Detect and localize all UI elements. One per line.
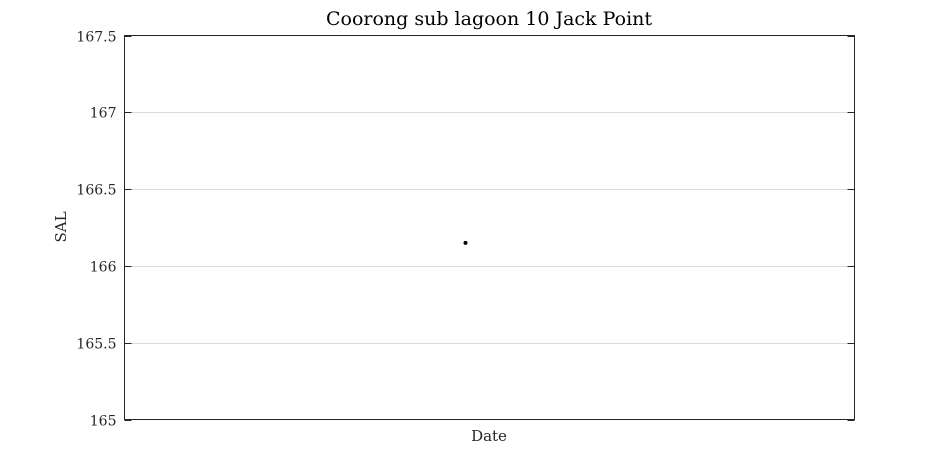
y-tick-label: 165.5 [76,337,116,353]
y-axis-label: SAL [52,211,70,242]
y-tick-label: 166 [90,260,117,276]
y-axis-ticks [124,36,855,421]
data-points [463,240,468,245]
gridlines [124,112,855,344]
chart-title: Coorong sub lagoon 10 Jack Point [326,8,652,30]
y-tick-label: 167 [90,106,117,122]
y-tick-label: 166.5 [76,183,116,199]
y-tick-label: 165 [90,414,117,430]
y-tick-label: 167.5 [76,30,116,46]
data-point [463,240,468,245]
x-axis-label: Date [471,427,507,445]
plot-area-frame [124,35,855,420]
y-axis-tick-labels: 165 165.5 166 166.5 167 167.5 [76,30,116,430]
